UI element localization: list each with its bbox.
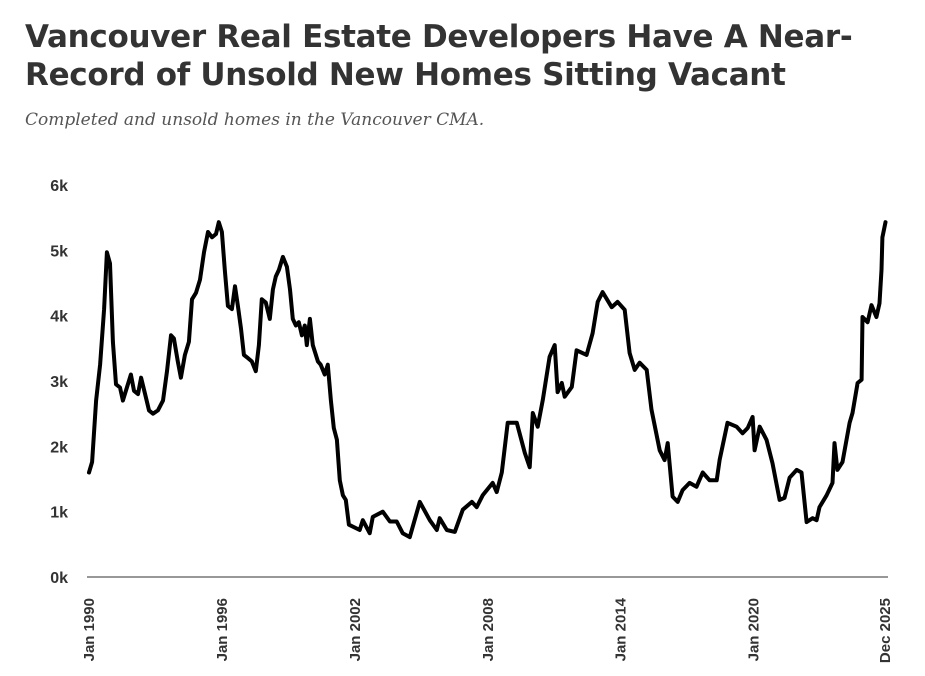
y-tick-label: 3k (50, 374, 68, 391)
chart-title: Vancouver Real Estate Developers Have A … (25, 19, 853, 93)
y-tick-label: 0k (50, 570, 68, 587)
y-tick-label: 2k (50, 439, 68, 456)
x-tick-label: Jan 1996 (214, 598, 231, 661)
x-tick-label: Jan 2002 (347, 598, 364, 661)
x-tick-label: Jan 2020 (746, 598, 763, 661)
y-tick-label: 1k (50, 505, 68, 522)
y-tick-label: 5k (50, 243, 68, 260)
y-tick-label: 4k (50, 309, 68, 326)
x-tick-label: Jan 2008 (480, 598, 497, 661)
y-axis-ticks: 0k 1k 2k 3k 4k 5k 6k (50, 178, 68, 587)
series-line (87, 220, 888, 540)
x-tick-label: Jan 2014 (613, 597, 630, 661)
chart-subtitle: Completed and unsold homes in the Vancou… (25, 110, 485, 130)
x-axis-ticks: Jan 1990 Jan 1996 Jan 2002 Jan 2008 Jan 2014… (81, 597, 894, 663)
y-tick-label: 6k (50, 178, 68, 195)
series-group (87, 220, 888, 540)
x-tick-label: Dec 2025 (877, 598, 894, 663)
x-tick-label: Jan 1990 (81, 598, 98, 661)
